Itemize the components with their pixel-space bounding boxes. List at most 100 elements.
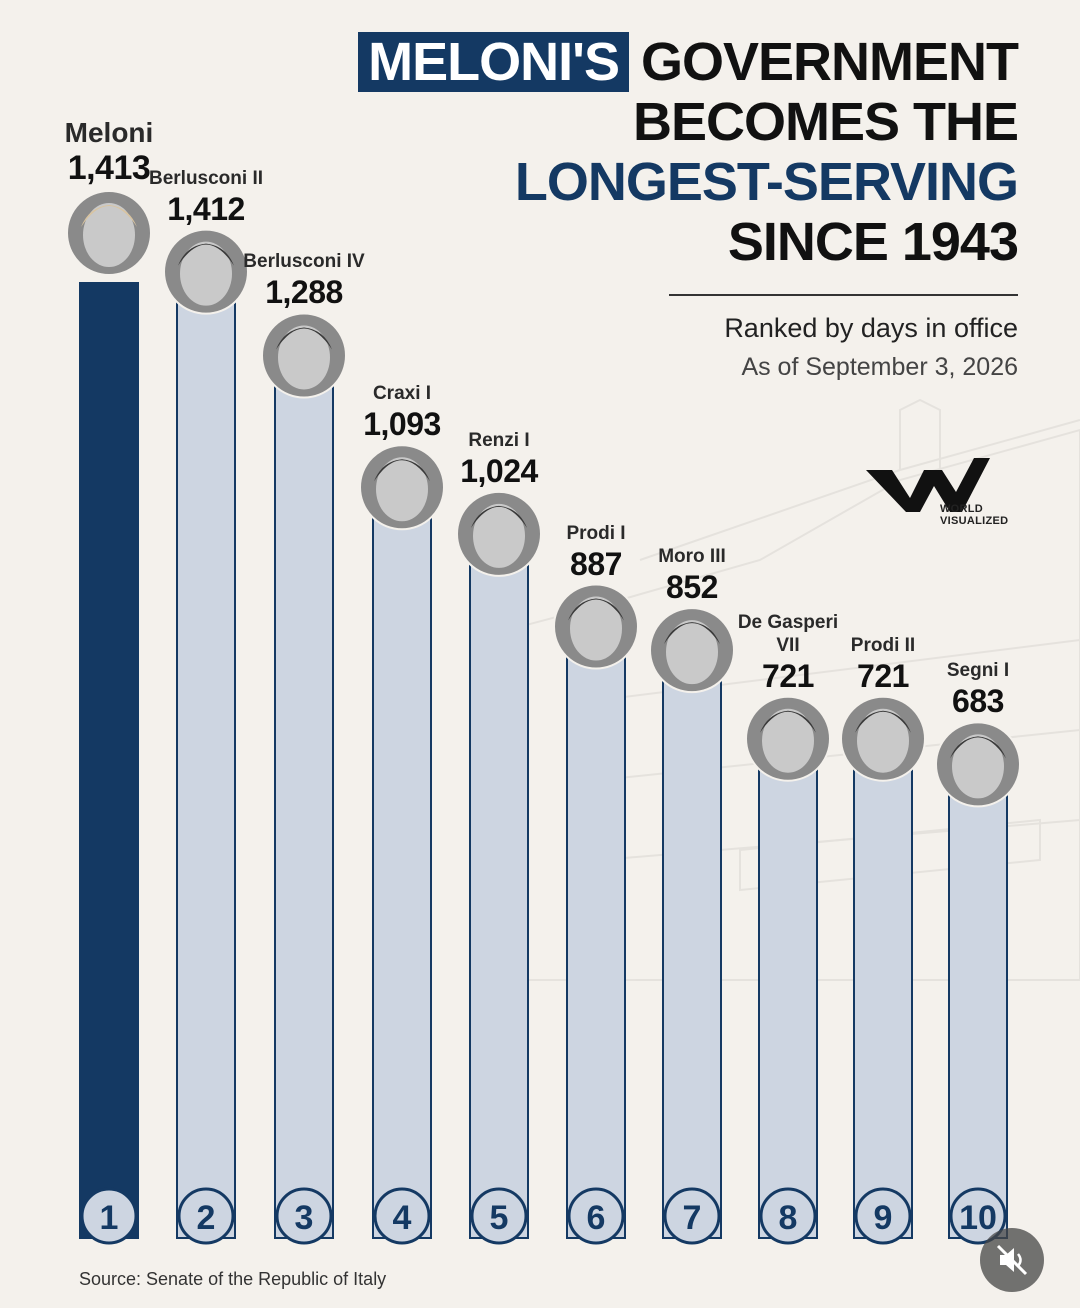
- bar-group: 10: [935, 721, 1021, 1245]
- rank-circle: [759, 1187, 817, 1245]
- logo-wordmark: WORLD VISUALIZED: [940, 503, 1009, 527]
- rank-number: 2: [197, 1199, 216, 1237]
- bar-group: 7: [649, 607, 735, 1245]
- bar-group: 5: [456, 490, 542, 1245]
- bar-value-label: 852: [666, 569, 718, 606]
- bar-label: Renzi I 1,024: [409, 429, 589, 490]
- hair-icon: [81, 205, 137, 227]
- rank-circle: [567, 1187, 625, 1245]
- face-icon: [857, 708, 909, 773]
- bar-name-label: Berlusconi IV: [243, 251, 365, 273]
- face-icon: [762, 708, 814, 773]
- rank-number: 9: [874, 1199, 893, 1237]
- rank-number: 4: [393, 1199, 412, 1237]
- hair-icon: [664, 622, 720, 645]
- mute-button[interactable]: [980, 1228, 1044, 1292]
- face-icon: [83, 203, 135, 267]
- bar-label: Meloni 1,413: [19, 117, 199, 187]
- hair-icon: [276, 327, 332, 350]
- bar-label: Craxi I 1,093: [312, 382, 492, 443]
- bar-name-label: Segni I: [946, 660, 1010, 682]
- bar-name-label: Renzi I: [468, 429, 530, 451]
- bar-name-label: Meloni: [64, 117, 154, 148]
- source-note: Source: Senate of the Republic of Italy: [79, 1269, 387, 1289]
- rank-circle: [177, 1187, 235, 1245]
- bar: [372, 498, 432, 1240]
- bar-group: 1: [66, 190, 152, 1245]
- rank-circle: [949, 1187, 1007, 1245]
- face-icon: [570, 596, 622, 661]
- rank-circle: [373, 1187, 431, 1245]
- hair-icon: [374, 459, 430, 482]
- bar: [176, 282, 236, 1240]
- bar-label: Prodi I 887: [506, 522, 686, 583]
- bar-group: 2: [163, 228, 249, 1245]
- bar: [566, 637, 626, 1239]
- rank-circle: [275, 1187, 333, 1245]
- face-icon: [376, 457, 428, 522]
- bar-name-label: VII: [776, 634, 800, 656]
- bar-value-label: 887: [570, 545, 622, 582]
- title-line4: SINCE 1943: [727, 212, 1019, 272]
- bar-label: Berlusconi II 1,412: [116, 167, 296, 228]
- bar: [853, 749, 913, 1240]
- bar: [274, 366, 334, 1239]
- bar-group: 8: [745, 695, 831, 1245]
- bar: [758, 749, 818, 1240]
- face-icon: [473, 503, 525, 568]
- bar-name-label: Prodi I: [566, 522, 626, 544]
- bar-value-label: 721: [857, 657, 909, 694]
- rank-circle: [80, 1187, 138, 1245]
- bar-name-label: Berlusconi II: [148, 167, 264, 189]
- title-line1: GOVERNMENT: [640, 32, 1019, 92]
- bar-label: Berlusconi IV 1,288: [214, 250, 394, 311]
- speaker-muted-icon: [996, 1244, 1028, 1276]
- title-divider: [669, 294, 1018, 296]
- bar-value-label: 1,412: [167, 190, 245, 227]
- title-line3: LONGEST-SERVING: [514, 152, 1019, 212]
- bar-value-label: 1,024: [460, 452, 538, 489]
- chart-subtitle: Ranked by days in office: [724, 313, 1018, 343]
- bar-name-label: Moro III: [658, 546, 726, 568]
- title-line2: BECOMES THE: [632, 92, 1019, 152]
- bar: [948, 775, 1008, 1239]
- rank-number: 3: [295, 1199, 314, 1237]
- bar-value-label: 1,413: [67, 149, 151, 187]
- rank-circle: [470, 1187, 528, 1245]
- bar-name-label: Prodi II: [850, 634, 916, 656]
- bar-value-label: 1,093: [363, 406, 441, 443]
- hair-icon: [568, 598, 624, 621]
- chart-title: MELONI'S GOVERNMENT BECOMES THE LONGEST-S…: [318, 32, 1019, 272]
- bar: [662, 661, 722, 1239]
- hair-icon: [855, 710, 911, 733]
- hair-icon: [760, 710, 816, 733]
- rank-number: 8: [779, 1199, 798, 1237]
- bar-label: De Gasperi VII 721: [698, 611, 878, 695]
- bar-group: 9: [840, 695, 926, 1245]
- rank-number: 10: [959, 1199, 997, 1237]
- bar-group: 4: [359, 444, 445, 1245]
- hair-icon: [950, 736, 1006, 759]
- bar-label: Moro III 852: [602, 545, 782, 606]
- hair-icon: [471, 505, 527, 528]
- rank-number: 5: [490, 1199, 509, 1237]
- face-icon: [180, 241, 232, 306]
- bar-name-label: De Gasperi: [737, 611, 839, 633]
- rank-circle: [854, 1187, 912, 1245]
- face-icon: [952, 734, 1004, 799]
- bar-value-label: 721: [762, 657, 814, 694]
- bar-label: Prodi II 721: [793, 634, 973, 695]
- as-of-date: As of September 3, 2026: [741, 353, 1018, 381]
- hair-icon: [178, 243, 234, 266]
- title-highlight: MELONI'S: [358, 32, 629, 92]
- rank-number: 1: [100, 1199, 119, 1237]
- bar-group: 6: [553, 583, 639, 1245]
- bar: [469, 544, 529, 1239]
- face-icon: [666, 620, 718, 685]
- bar-label: Segni I 683: [888, 659, 1068, 720]
- bar: [79, 282, 139, 1239]
- bar-value-label: 683: [952, 683, 1004, 720]
- bar-value-label: 1,288: [265, 274, 343, 311]
